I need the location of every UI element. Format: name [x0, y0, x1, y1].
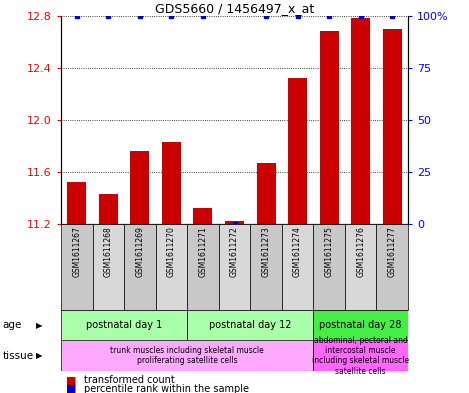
Bar — [187, 224, 219, 310]
Text: GSM1611276: GSM1611276 — [356, 227, 365, 277]
Text: postnatal day 1: postnatal day 1 — [86, 320, 162, 330]
Text: GSM1611269: GSM1611269 — [136, 227, 144, 277]
Bar — [250, 224, 282, 310]
Bar — [219, 224, 250, 310]
Text: ■: ■ — [66, 384, 76, 393]
Bar — [313, 310, 408, 340]
Text: age: age — [2, 320, 22, 330]
Text: GSM1611267: GSM1611267 — [72, 227, 81, 277]
Bar — [288, 78, 307, 224]
Bar — [257, 163, 275, 224]
Text: GSM1611274: GSM1611274 — [293, 227, 302, 277]
Bar — [61, 310, 187, 340]
Bar — [61, 224, 92, 310]
Text: GSM1611270: GSM1611270 — [167, 227, 176, 277]
Bar — [156, 224, 187, 310]
Text: tissue: tissue — [2, 351, 33, 361]
Text: abdominal, pectoral and
intercostal muscle
including skeletal muscle
satellite c: abdominal, pectoral and intercostal musc… — [312, 336, 409, 376]
Bar — [320, 31, 339, 224]
Bar — [351, 18, 370, 224]
Bar — [377, 224, 408, 310]
Title: GDS5660 / 1456497_x_at: GDS5660 / 1456497_x_at — [155, 2, 314, 15]
Bar — [99, 194, 118, 224]
Text: GSM1611271: GSM1611271 — [198, 227, 207, 277]
Bar — [345, 224, 377, 310]
Text: GSM1611273: GSM1611273 — [262, 227, 271, 277]
Bar — [282, 224, 313, 310]
Bar — [61, 340, 313, 371]
Text: trunk muscles including skeletal muscle
proliferating satellite cells: trunk muscles including skeletal muscle … — [110, 346, 264, 365]
Text: GSM1611268: GSM1611268 — [104, 227, 113, 277]
Text: ▶: ▶ — [36, 321, 43, 330]
Bar — [124, 224, 156, 310]
Text: GSM1611272: GSM1611272 — [230, 227, 239, 277]
Text: percentile rank within the sample: percentile rank within the sample — [84, 384, 250, 393]
Text: ▶: ▶ — [36, 351, 43, 360]
Bar — [313, 224, 345, 310]
Bar — [383, 29, 402, 224]
Text: GSM1611277: GSM1611277 — [388, 227, 397, 277]
Text: postnatal day 28: postnatal day 28 — [319, 320, 402, 330]
Bar — [194, 208, 212, 224]
Bar — [67, 182, 86, 224]
Bar — [225, 221, 244, 224]
Bar — [187, 310, 313, 340]
Text: GSM1611275: GSM1611275 — [325, 227, 333, 277]
Bar — [162, 142, 181, 224]
Bar — [130, 151, 149, 224]
Text: postnatal day 12: postnatal day 12 — [209, 320, 292, 330]
Text: transformed count: transformed count — [84, 375, 175, 386]
Bar — [313, 340, 408, 371]
Text: ■: ■ — [66, 375, 76, 386]
Bar — [92, 224, 124, 310]
